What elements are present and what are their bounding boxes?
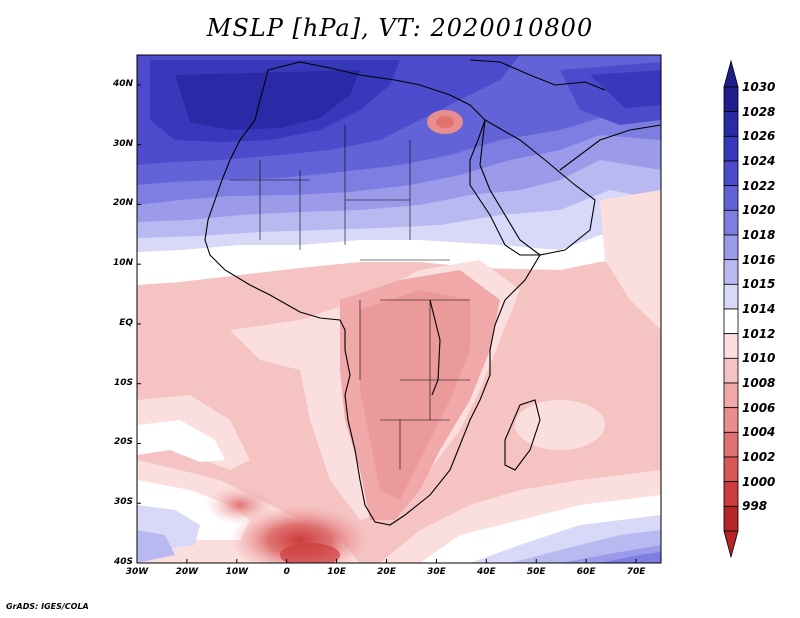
colorbar-swatch [723, 185, 739, 211]
y-tick-label: 20N [112, 198, 133, 209]
colorbar-swatch [723, 505, 739, 532]
colorbar-swatch [723, 357, 739, 384]
y-tick-label: 10N [112, 258, 133, 269]
colorbar-bottom-arrow [723, 530, 739, 559]
colorbar-swatch [723, 407, 739, 433]
x-tick-label: 40E [476, 567, 496, 577]
x-tick-label: 20W [175, 567, 199, 577]
colorbar-label: 1020 [742, 203, 776, 218]
x-tick-label: 0 [283, 567, 290, 577]
coastlines [204, 59, 661, 526]
colorbar-swatch [723, 308, 739, 335]
x-tick-label: 10E [327, 567, 346, 577]
colorbar-label: 1010 [742, 351, 776, 366]
map-frame [136, 54, 662, 564]
colorbar-swatch [723, 481, 739, 507]
y-tick-label: 40N [112, 78, 133, 89]
colorbar-label: 1014 [742, 302, 776, 316]
y-tick-label: 10S [113, 377, 133, 388]
colorbar-label: 1008 [742, 376, 776, 390]
colorbar-swatch [723, 209, 739, 236]
colorbar-label: 998 [742, 499, 768, 514]
colorbar-swatch [723, 234, 739, 261]
x-tick-label: 60E [576, 567, 596, 577]
y-tick-label: EQ [119, 317, 133, 328]
colorbar-top-arrow [723, 59, 739, 88]
axis-tick-marks [136, 84, 637, 564]
x-tick-label: 30W [125, 567, 149, 577]
y-tick-label: 30N [112, 138, 133, 149]
x-tick-label: 50E [526, 567, 546, 577]
colorbar-label: 1000 [742, 474, 776, 489]
colorbar-swatch [723, 456, 739, 483]
colorbar-swatch [723, 111, 739, 137]
colorbar-swatch [723, 382, 739, 409]
colorbar-swatch [723, 160, 739, 187]
y-tick-label: 30S [113, 497, 133, 508]
x-tick-label: 20E [377, 567, 396, 577]
colorbar-label: 1016 [742, 252, 776, 267]
colorbar-swatch [723, 431, 739, 458]
y-tick-label: 40S [113, 557, 133, 567]
colorbar-swatch [723, 86, 739, 113]
x-tick-label: 10W [225, 567, 249, 577]
colorbar-label: 1004 [742, 425, 776, 440]
y-tick-label: 20S [113, 437, 133, 448]
colorbar-swatch [723, 333, 739, 359]
colorbar-label: 1026 [742, 129, 776, 144]
colorbar-label: 1024 [742, 154, 776, 168]
colorbar-label: 1012 [742, 326, 776, 341]
pressure-field [137, 55, 661, 563]
colorbar-swatch [723, 259, 739, 285]
colorbar-label: 1028 [742, 104, 776, 119]
x-tick-label: 70E [626, 567, 646, 577]
colorbar-swatch [723, 135, 739, 162]
colorbar-swatch [723, 283, 739, 310]
colorbar-label: 1002 [742, 450, 776, 464]
colorbar-label: 1015 [742, 277, 776, 292]
grads-credit: GrADS: IGES/COLA [6, 602, 89, 611]
country-borders [230, 125, 470, 470]
colorbar-label: 1030 [742, 80, 776, 94]
map-title: MSLP [hPa], VT: 2020010800 [206, 14, 594, 42]
colorbar [723, 59, 739, 559]
colorbar-label: 1018 [742, 228, 776, 242]
colorbar-label: 1006 [742, 400, 776, 415]
x-tick-label: 30E [427, 567, 446, 577]
colorbar-label: 1022 [742, 178, 776, 193]
